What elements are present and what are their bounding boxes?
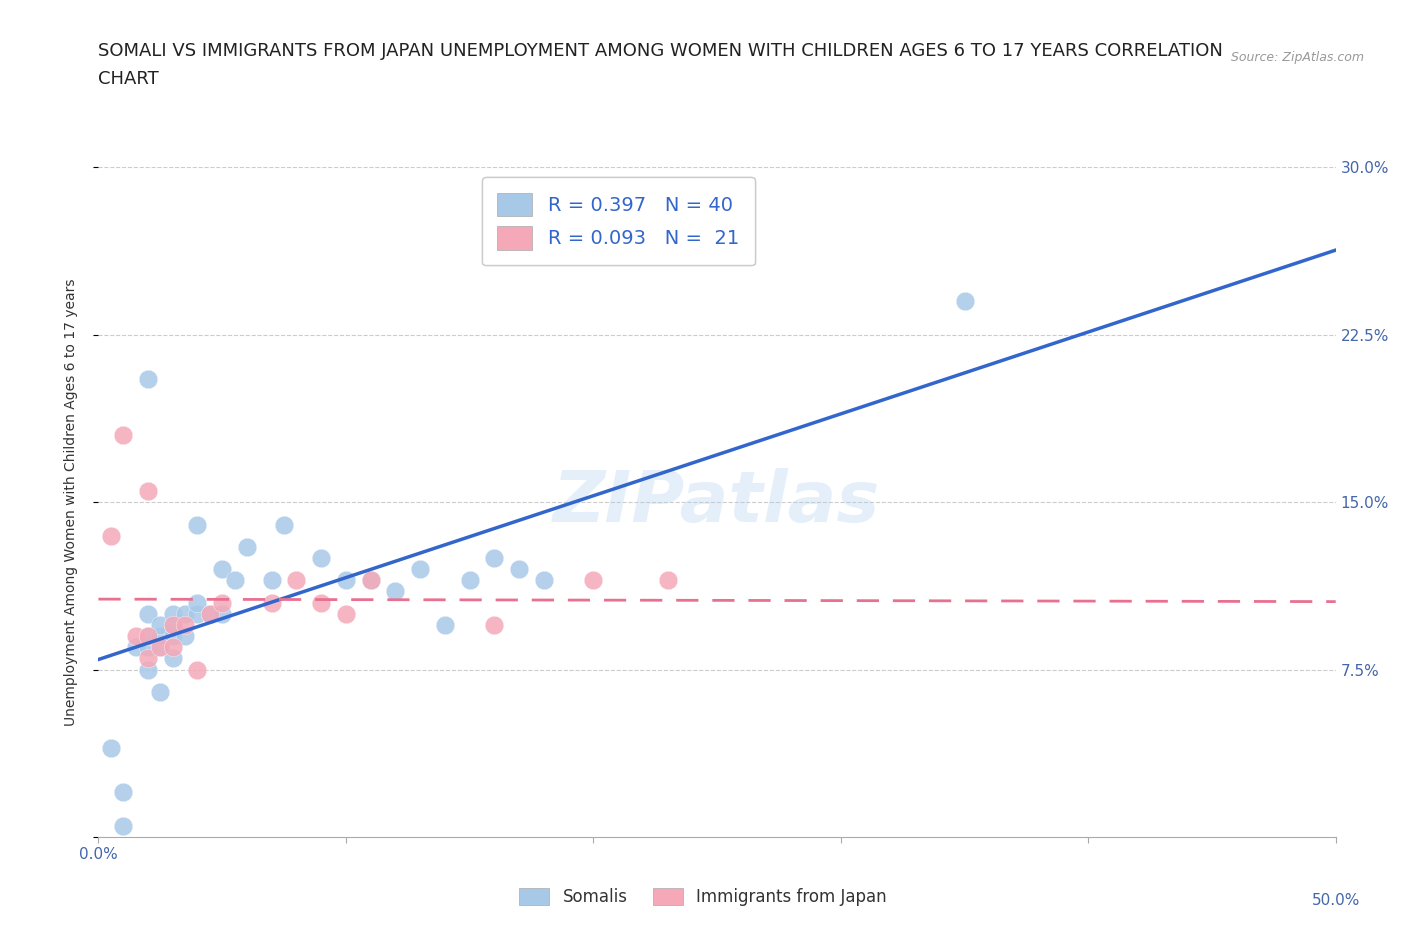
Point <box>186 662 208 677</box>
Point <box>285 573 308 588</box>
Point <box>149 684 172 699</box>
Point <box>211 562 233 577</box>
Point <box>100 528 122 543</box>
Point <box>136 372 159 387</box>
Point <box>657 573 679 588</box>
Point <box>124 640 146 655</box>
Point <box>433 618 456 632</box>
Point <box>162 606 184 621</box>
Point <box>136 640 159 655</box>
Point <box>484 551 506 565</box>
Point <box>149 640 172 655</box>
Point <box>533 573 555 588</box>
Point <box>335 573 357 588</box>
Point <box>198 606 221 621</box>
Point <box>149 618 172 632</box>
Point <box>112 818 135 833</box>
Text: 50.0%: 50.0% <box>1312 893 1360 908</box>
Point <box>409 562 432 577</box>
Legend: Somalis, Immigrants from Japan: Somalis, Immigrants from Japan <box>513 881 893 912</box>
Point <box>174 629 197 644</box>
Point <box>484 618 506 632</box>
Point <box>384 584 406 599</box>
Point <box>224 573 246 588</box>
Point <box>211 606 233 621</box>
Point <box>309 595 332 610</box>
Point <box>112 785 135 800</box>
Point <box>149 640 172 655</box>
Point <box>186 595 208 610</box>
Point <box>260 573 283 588</box>
Point <box>149 629 172 644</box>
Text: CHART: CHART <box>98 70 159 87</box>
Point <box>198 606 221 621</box>
Point <box>211 595 233 610</box>
Point <box>953 294 976 309</box>
Text: Source: ZipAtlas.com: Source: ZipAtlas.com <box>1230 51 1364 64</box>
Legend: R = 0.397   N = 40, R = 0.093   N =  21: R = 0.397 N = 40, R = 0.093 N = 21 <box>482 177 755 265</box>
Point <box>335 606 357 621</box>
Point <box>112 428 135 443</box>
Point <box>582 573 605 588</box>
Point <box>236 539 259 554</box>
Point <box>162 651 184 666</box>
Point <box>360 573 382 588</box>
Point <box>309 551 332 565</box>
Y-axis label: Unemployment Among Women with Children Ages 6 to 17 years: Unemployment Among Women with Children A… <box>63 278 77 726</box>
Text: ZIPatlas: ZIPatlas <box>554 468 880 537</box>
Point <box>186 606 208 621</box>
Point <box>508 562 530 577</box>
Text: SOMALI VS IMMIGRANTS FROM JAPAN UNEMPLOYMENT AMONG WOMEN WITH CHILDREN AGES 6 TO: SOMALI VS IMMIGRANTS FROM JAPAN UNEMPLOY… <box>98 42 1223 60</box>
Point <box>458 573 481 588</box>
Point <box>136 662 159 677</box>
Point <box>162 640 184 655</box>
Point <box>136 651 159 666</box>
Point <box>136 629 159 644</box>
Point <box>174 618 197 632</box>
Point <box>174 606 197 621</box>
Point <box>360 573 382 588</box>
Point <box>260 595 283 610</box>
Point <box>100 740 122 755</box>
Point <box>162 618 184 632</box>
Point <box>186 517 208 532</box>
Point <box>136 606 159 621</box>
Point <box>273 517 295 532</box>
Point <box>162 618 184 632</box>
Point <box>162 629 184 644</box>
Point <box>124 629 146 644</box>
Point <box>136 629 159 644</box>
Point <box>136 484 159 498</box>
